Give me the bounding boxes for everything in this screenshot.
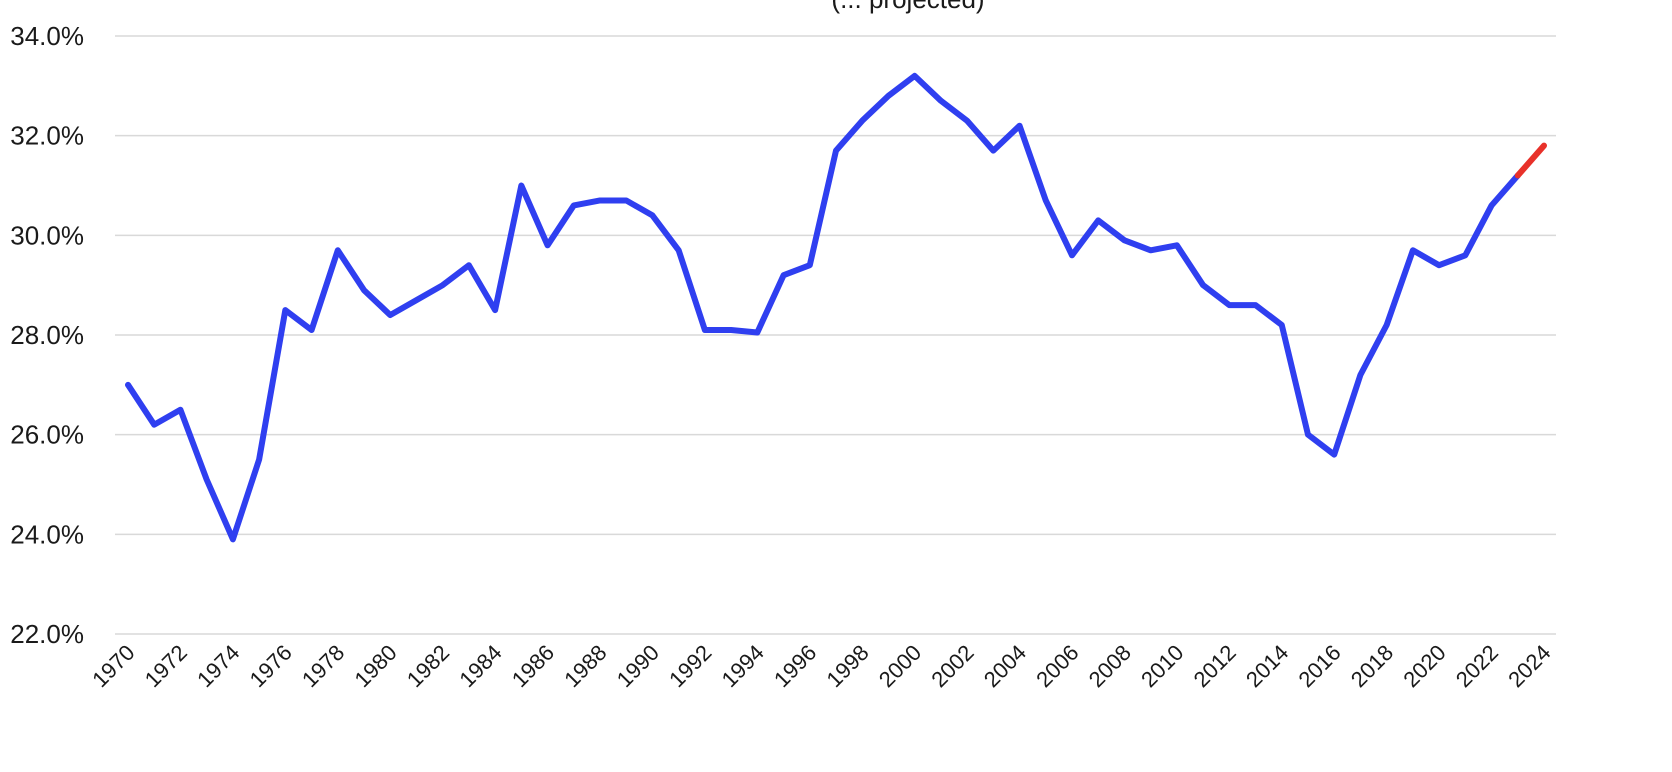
x-tick-label: 2014 <box>1241 640 1293 692</box>
x-tick-label: 1982 <box>402 640 454 692</box>
x-tick-label: 1970 <box>87 640 139 692</box>
y-axis-tick-labels: 22.0% 24.0% 26.0% 28.0% 30.0% 32.0% 34.0% <box>10 21 84 649</box>
x-tick-label: 2020 <box>1398 640 1450 692</box>
x-tick-label: 2002 <box>926 640 978 692</box>
x-tick-label: 1988 <box>559 640 611 692</box>
x-tick-label: 1992 <box>664 640 716 692</box>
y-tick-label: 24.0% <box>10 519 84 549</box>
x-tick-label: 2000 <box>874 640 926 692</box>
chart-subtitle: (... projected) <box>831 0 984 14</box>
y-tick-label: 34.0% <box>10 21 84 51</box>
x-tick-label: 1998 <box>821 640 873 692</box>
x-tick-label: 2010 <box>1136 640 1188 692</box>
x-tick-label: 1986 <box>507 640 559 692</box>
series-line-projected <box>1514 142 1547 179</box>
x-tick-label: 2008 <box>1084 640 1136 692</box>
gridlines <box>115 35 1556 635</box>
x-tick-label: 1978 <box>297 640 349 692</box>
x-tick-label: 2016 <box>1293 640 1345 692</box>
x-tick-label: 1990 <box>612 640 664 692</box>
x-tick-label: 2018 <box>1346 640 1398 692</box>
x-tick-label: 2022 <box>1451 640 1503 692</box>
x-tick-label: 1994 <box>717 640 769 692</box>
series-lines <box>125 72 1547 543</box>
x-tick-label: 1984 <box>454 640 506 692</box>
x-tick-label: 1980 <box>349 640 401 692</box>
x-tick-label: 2012 <box>1189 640 1241 692</box>
y-tick-label: 30.0% <box>10 220 84 250</box>
y-tick-label: 22.0% <box>10 619 84 649</box>
series-line-actual <box>125 72 1521 543</box>
x-tick-label: 1974 <box>192 640 244 692</box>
y-tick-label: 28.0% <box>10 320 84 350</box>
x-tick-label: 1976 <box>245 640 297 692</box>
y-tick-label: 32.0% <box>10 121 84 151</box>
x-axis-tick-labels: 1970 1972 1974 1976 1978 1980 1982 1984 1986 1988… <box>87 640 1555 692</box>
x-tick-label: 2024 <box>1503 640 1555 692</box>
x-tick-label: 1972 <box>140 640 192 692</box>
y-tick-label: 26.0% <box>10 420 84 450</box>
x-tick-label: 2006 <box>1031 640 1083 692</box>
x-tick-label: 2004 <box>979 640 1031 692</box>
x-tick-label: 1996 <box>769 640 821 692</box>
